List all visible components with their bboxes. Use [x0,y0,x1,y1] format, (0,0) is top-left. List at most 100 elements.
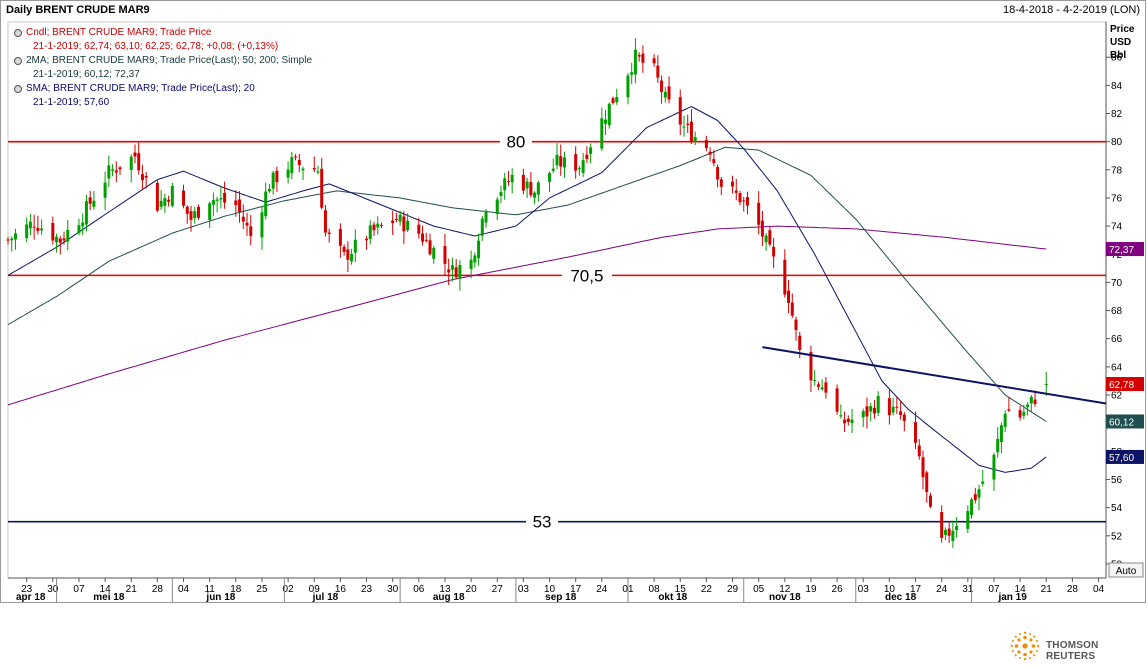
legend-toggle-icon[interactable] [14,85,22,93]
candle-body [103,182,107,198]
candle-body [159,200,163,207]
y-tick-label: 68 [1111,306,1123,317]
y-tick-label: 74 [1111,222,1123,233]
candle-body [189,211,193,220]
candle-body [760,220,764,237]
candle-body [872,407,876,414]
candle-body [312,168,316,170]
candle-body [133,152,137,157]
candle-body [477,240,481,259]
legend-toggle-icon[interactable] [14,57,22,65]
candle-body [342,246,346,252]
candle-body [238,199,242,212]
chart-title: Daily BRENT CRUDE MAR9 [6,4,150,16]
candle-body [346,249,350,260]
x-tick-label: 13 [439,584,451,595]
y-tick-label: 66 [1111,334,1123,345]
hline-label: 80 [506,133,525,152]
candle-body [137,153,141,171]
candle-body [499,192,503,196]
hline-label-bg [499,132,532,151]
x-tick-label: 04 [1093,584,1105,595]
candle-body [208,203,212,220]
candle-body [682,126,686,128]
y-tick-label: 62 [1111,391,1123,402]
legend-item-2ma[interactable]: 2MA; BRENT CRUDE MAR9; Trade Price(Last)… [14,54,312,68]
x-tick-label: 23 [361,584,373,595]
candle-body [25,224,29,239]
candle-body [350,254,354,262]
auto-scale-button[interactable] [1108,562,1144,578]
x-tick-label: 31 [962,584,974,595]
candle-body [432,248,436,259]
candle-body [641,53,645,63]
candle-body [895,406,899,408]
candle-body [1007,409,1011,411]
candle-body [290,157,294,174]
x-tick-label: 17 [910,584,922,595]
y-tick-label: 84 [1111,81,1123,92]
candle-body [943,529,947,536]
x-month-label: nov 18 [769,592,801,603]
x-month-label: jan 19 [997,592,1027,603]
hline-label: 70,5 [570,266,603,285]
chart-frame [0,0,1146,603]
legend: Cndl; BRENT CRUDE MAR9; Trade Price 21-1… [14,26,312,110]
candle-body [869,406,873,412]
y-tick-label: 52 [1111,531,1123,542]
candle-body [140,174,144,181]
candle-body [693,137,697,142]
candle-body [40,228,44,231]
candle-body [249,226,253,236]
candle-body [51,223,55,241]
candle-body [155,182,159,211]
candle-body [914,422,918,443]
x-month-label: aug 18 [433,592,465,603]
legend-item-title: Cndl; BRENT CRUDE MAR9; Trade Price [26,27,212,38]
candle-body [10,238,14,241]
x-tick-label: 17 [570,584,582,595]
legend-item-values: 21-1-2019; 60,12; 72,37 [33,69,140,80]
y-tick-label: 78 [1111,165,1123,176]
candle-body [1022,411,1026,416]
legend-toggle-icon[interactable] [14,29,22,37]
candle-body [843,419,847,424]
candle-body [955,526,959,531]
candle-body [32,226,36,228]
candle-body [421,233,425,242]
hline-label-bg [561,266,612,285]
candle-body [6,239,10,241]
candle-body [196,206,200,218]
candle-body [533,192,537,198]
candle-body [391,220,395,224]
x-tick-label: 22 [701,584,713,595]
candle-body [559,156,563,167]
candle-body [1044,384,1048,386]
last-value-label: 62,78 [1109,380,1134,391]
candle-body [163,198,167,206]
candle-body [581,160,585,173]
candle-body [55,236,59,243]
candle-body [667,86,671,100]
candle-body [107,165,111,179]
candle-body [708,151,712,155]
candle-body [577,168,581,170]
candle-body [353,239,357,253]
candle-body [92,200,96,207]
x-tick-label: 07 [988,584,1000,595]
x-tick-label: 26 [832,584,844,595]
candle-body [891,406,895,413]
legend-item-candles[interactable]: Cndl; BRENT CRUDE MAR9; Trade Price [14,26,312,40]
candle-body [1029,396,1033,404]
candle-body [193,211,197,219]
ma200-line [7,225,1047,406]
candle-body [264,191,268,217]
x-month-label: jun 18 [205,592,235,603]
candle-body [1026,404,1030,408]
candle-body [275,170,279,183]
candle-body [443,246,447,264]
last-value-label: 57,60 [1109,453,1134,464]
candle-body [480,218,484,236]
legend-item-sma[interactable]: SMA; BRENT CRUDE MAR9; Trade Price(Last)… [14,82,312,96]
